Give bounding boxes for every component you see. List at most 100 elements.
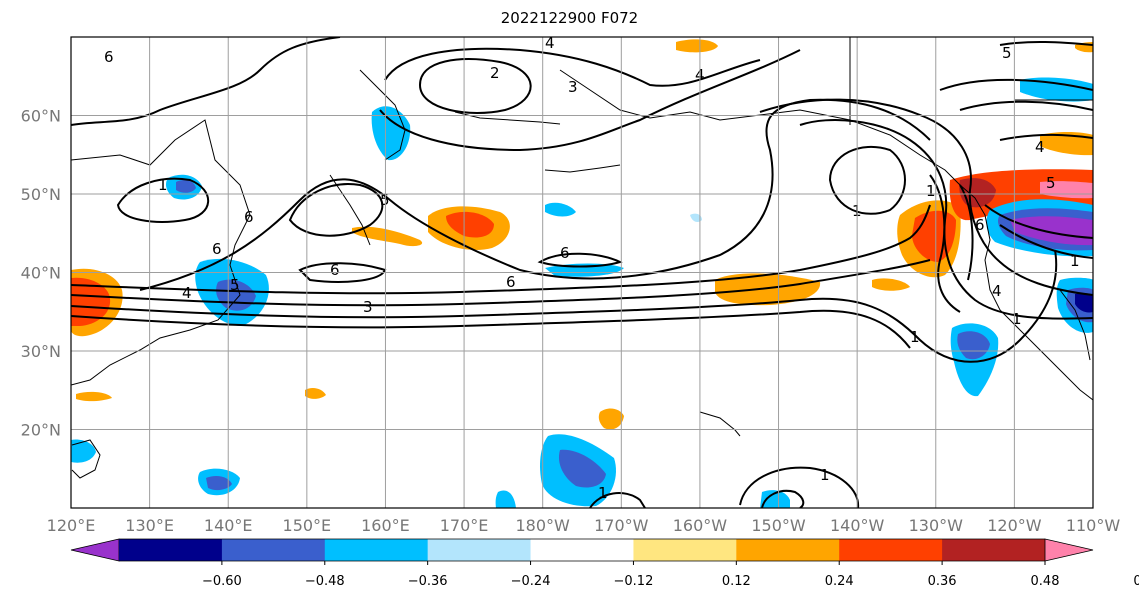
lon-tick-label: 110°W (1066, 516, 1121, 535)
colorbar-segment (633, 539, 737, 561)
contour-line (959, 100, 1093, 111)
lon-tick-label: 160°W (673, 516, 728, 535)
contour-label-layer: 6 4 2 3 4 5 1 6 6 5 4 6 6 6 3 1 1 1 1 6 … (104, 34, 1080, 502)
lat-tick-label: 60°N (21, 107, 61, 126)
contour-line (939, 78, 1093, 91)
contour-line (929, 174, 961, 313)
contour-line (379, 49, 801, 152)
coastline (699, 411, 741, 437)
anomaly-patch (495, 490, 516, 508)
colorbar-tick-label: 0.36 (928, 574, 957, 589)
anomaly-patch (176, 180, 196, 193)
contour-line (589, 492, 646, 508)
contour-label: 1 (598, 484, 608, 502)
lon-tick-label: 160°E (361, 516, 410, 535)
anomaly-patch (957, 331, 990, 360)
lon-tick-label: 150°E (283, 516, 332, 535)
contour-line (959, 184, 974, 281)
colorbar-segment (942, 539, 1046, 561)
contour-label: 2 (490, 64, 500, 82)
contour-line (828, 145, 906, 215)
contour-line (537, 252, 623, 268)
colorbar-segment (736, 539, 840, 561)
coastline (71, 439, 101, 479)
anomaly-patch (71, 439, 96, 463)
contour-line (999, 40, 1093, 46)
contour-label: 1 (926, 182, 936, 200)
colorbar-tick-label: −0.12 (614, 574, 654, 589)
colorbar-segment (839, 539, 943, 561)
lon-tick-label: 180°W (516, 516, 571, 535)
lon-tick-label: 170°W (594, 516, 649, 535)
contour-line (984, 204, 1093, 239)
anomaly-patch (352, 226, 423, 247)
colorbar-segment (427, 539, 532, 561)
coastline (329, 174, 371, 246)
colorbar-tick-label: −0.24 (511, 574, 551, 589)
contour-line (761, 489, 805, 508)
contour-label: 1 (1070, 252, 1080, 270)
contour-label: 6 (244, 208, 254, 226)
contour-line (71, 249, 1058, 363)
anomaly-patch (76, 391, 112, 402)
contour-line (116, 177, 210, 223)
colorbar-tick-labels: −0.60 −0.48 −0.36 −0.24 −0.12 0.12 0.24 0.36 0.4… (202, 561, 1139, 589)
contour-line (418, 58, 532, 114)
map-frame (70, 36, 1094, 509)
anomaly-patch (1010, 216, 1093, 246)
coastline (1059, 289, 1091, 361)
contour-line (71, 37, 341, 126)
anomaly-patch (1040, 131, 1093, 156)
contour-label: 1 (158, 176, 168, 194)
contour-label: 3 (363, 298, 373, 316)
gridlines (71, 37, 1093, 508)
anomaly-patch (1020, 77, 1093, 102)
contour-line (71, 309, 911, 349)
colorbar-tick-label: 0.12 (722, 574, 751, 589)
anomaly-patch (206, 476, 232, 491)
contour-line (288, 183, 384, 237)
contour-label: 1 (1012, 310, 1022, 328)
colorbar-segment (530, 539, 634, 561)
lat-tick-label: 30°N (21, 342, 61, 361)
anomaly-patch (872, 278, 910, 291)
lat-tick-label: 50°N (21, 185, 61, 204)
colorbar (70, 538, 1094, 562)
lon-tick-label: 130°E (125, 516, 174, 535)
anomaly-patch (1075, 293, 1093, 313)
coastline (544, 164, 621, 173)
lon-tick-label: 120°E (47, 516, 96, 535)
colorbar-segment (324, 539, 429, 561)
lon-tick-label: 140°W (830, 516, 885, 535)
contour-label: 6 (104, 48, 114, 66)
contour-label: 4 (1035, 138, 1045, 156)
coastline (559, 69, 1093, 401)
longitude-tick-labels: 120°E 130°E 140°E 150°E 160°E 170°E 180°W 170°W… (47, 516, 1121, 535)
colorbar-extend-high (1044, 538, 1094, 562)
contour-label: 3 (568, 78, 578, 96)
contour-label: 1 (910, 328, 920, 346)
anomaly-patch (305, 387, 326, 399)
contour-line (999, 133, 1093, 141)
contour-line (71, 259, 931, 307)
anomaly-patch (558, 449, 606, 488)
colorbar-tick-label: −0.60 (202, 574, 242, 589)
coastline (359, 69, 406, 161)
anomaly-patch (676, 39, 718, 53)
anomaly-patch (760, 490, 790, 508)
contour-label: 5 (1002, 44, 1012, 62)
contour-label: 5 (230, 276, 240, 294)
lon-tick-label: 150°W (751, 516, 806, 535)
anomaly-patch (690, 213, 702, 223)
lon-tick-label: 140°E (204, 516, 253, 535)
contour-label: 4 (182, 284, 192, 302)
colorbar-segment (221, 539, 326, 561)
colorbar-tick-label: −0.48 (305, 574, 345, 589)
contour-line (71, 204, 931, 295)
anomaly-patch (598, 408, 624, 430)
anomaly-patch (545, 202, 576, 217)
contour-label: 4 (545, 34, 555, 52)
map-title: 2022122900 F072 (500, 9, 639, 27)
latitude-tick-labels: 20°N 30°N 40°N 50°N 60°N (21, 107, 61, 440)
